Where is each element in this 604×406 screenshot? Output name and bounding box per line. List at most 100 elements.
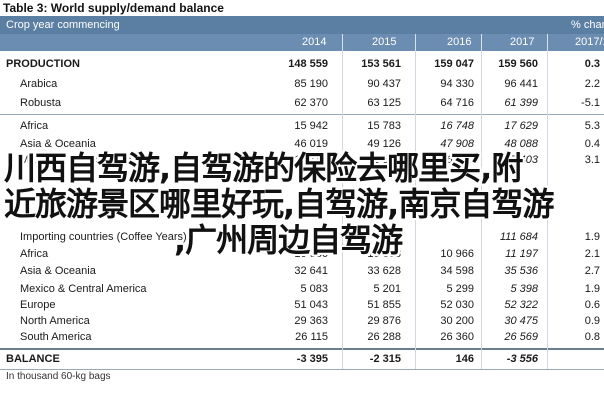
- cell-2017: 96 441: [504, 78, 538, 90]
- cell-2015: 29 876: [367, 315, 401, 327]
- table-row: Asia & Oceania 32 641 33 628 34 598 35 5…: [0, 262, 604, 280]
- cell-change: 5.3: [584, 120, 600, 132]
- cell-change: 1.9: [584, 231, 600, 243]
- cell-2016: 10 966: [440, 248, 474, 260]
- cell-change: 0.6: [584, 299, 600, 311]
- cell-change: 0.9: [584, 315, 600, 327]
- cell-2016: 30 200: [440, 315, 474, 327]
- cell-2014: 62 370: [294, 97, 328, 109]
- change-period: 2017/16: [575, 36, 604, 48]
- table-footnote: In thousand 60-kg bags: [6, 371, 111, 382]
- cell-2015: 90 437: [367, 78, 401, 90]
- cell-2015: 49 126: [367, 138, 401, 150]
- cell-2015: 15 783: [367, 120, 401, 132]
- cell-2016: 64 716: [440, 97, 474, 109]
- cell-2014: -3 395: [296, 353, 328, 365]
- cell-2015: 153 561: [361, 58, 401, 70]
- cell-2016: 16 748: [440, 120, 474, 132]
- table-row: South America 26 115 26 288 26 360 26 56…: [0, 328, 604, 346]
- year-2015: 2015: [372, 36, 397, 48]
- cell-2015: 51 855: [367, 299, 401, 311]
- cell-change: 0.4: [584, 138, 600, 150]
- section-label-balance: BALANCE: [6, 353, 60, 365]
- row-label: Asia & Oceania: [20, 265, 96, 277]
- table-row: Importing countries (Coffee Years) 111 6…: [0, 228, 604, 246]
- cell-2014: 148 559: [288, 58, 328, 70]
- row-label: Mexico & Central America: [20, 283, 147, 295]
- header-row-years: 2014 2015 2016 2017 2017/16: [0, 34, 604, 51]
- column-separator: [547, 51, 548, 369]
- row-label: Africa: [20, 248, 49, 260]
- cell-2017: 52 322: [504, 299, 538, 311]
- cell-2016: 26 360: [440, 331, 474, 343]
- data-table: PRODUCTION 148 559 153 561 159 047 159 5…: [0, 51, 604, 395]
- cell-2016: 47 908: [440, 138, 474, 150]
- row-label: Robusta: [20, 97, 61, 109]
- table-row: Mexico & Central America 17 188 16 530 1…: [0, 151, 604, 169]
- cell-2014: 51 043: [294, 299, 328, 311]
- cell-2014: 5 083: [300, 283, 328, 295]
- cell-2014: 26 115: [295, 331, 328, 343]
- cell-change: -5.1: [581, 97, 600, 109]
- cell-2015: 63 125: [367, 97, 401, 109]
- table-row: Asia & Oceania 46 019 49 126 47 908 48 0…: [0, 135, 604, 153]
- column-separator: [481, 34, 482, 51]
- cell-2017: 11 197: [505, 248, 538, 260]
- year-2017: 2017: [510, 36, 535, 48]
- cell-2017: 111 684: [499, 231, 538, 243]
- cell-2014: 10 336: [294, 248, 328, 260]
- column-separator: [415, 51, 416, 369]
- cell-change: 1.9: [584, 283, 600, 295]
- cell-2017: 26 569: [504, 331, 538, 343]
- cell-2017: 5 398: [510, 283, 538, 295]
- table-bottom-rule: [0, 369, 604, 370]
- column-separator: [342, 34, 343, 51]
- table-header: Crop year commencing % change 2014 2015 …: [0, 16, 604, 51]
- cell-2016: 16 886: [440, 154, 474, 166]
- cell-2014: 17 188: [294, 154, 328, 166]
- balance-divider: [0, 348, 604, 350]
- cell-2015: 26 288: [367, 331, 401, 343]
- row-label: North America: [20, 315, 90, 327]
- row-label: Importing countries (Coffee Years): [20, 231, 187, 243]
- cell-2017: -3 556: [506, 353, 538, 365]
- column-separator: [547, 34, 548, 51]
- cell-change: 2.2: [584, 78, 600, 90]
- cell-2014: 46 019: [294, 138, 328, 150]
- cell-2017: 30 475: [504, 315, 538, 327]
- cell-2015: 33 628: [367, 265, 401, 277]
- row-divider: [0, 114, 604, 115]
- year-2014: 2014: [302, 36, 327, 48]
- table-row: Africa 15 942 15 783 16 748 17 629 5.3: [0, 117, 604, 135]
- cell-2016: 94 330: [440, 78, 474, 90]
- table-row-balance: BALANCE -3 395 -2 315 146 -3 556: [0, 350, 604, 368]
- row-label: Asia & Oceania: [20, 138, 96, 150]
- row-label: South America: [20, 331, 92, 343]
- cell-2015: 5 201: [373, 283, 401, 295]
- row-label: Africa: [20, 120, 49, 132]
- cell-2016: 146: [455, 353, 474, 365]
- cell-2017: 17 403: [504, 154, 538, 166]
- cell-change: 2.7: [584, 265, 600, 277]
- cell-2015: 10 698: [367, 248, 401, 260]
- row-label: Mexico & Central America: [20, 154, 147, 166]
- cell-2017: 35 536: [504, 265, 538, 277]
- column-separator: [481, 51, 482, 369]
- cell-2016: 159 047: [434, 58, 474, 70]
- cell-2014: 15 942: [294, 120, 328, 132]
- change-label: % change: [571, 19, 604, 31]
- cell-2017: 61 399: [504, 97, 538, 109]
- table-title: Table 3: World supply/demand balance: [0, 0, 604, 16]
- table-row: North America 29 363 29 876 30 200 30 47…: [0, 312, 604, 330]
- row-label: Europe: [20, 299, 56, 311]
- cell-2016: 5 299: [446, 283, 474, 295]
- cell-2016: 34 598: [440, 265, 474, 277]
- header-row-crop-year: Crop year commencing % change: [0, 16, 604, 34]
- table-row: Europe 51 043 51 855 52 030 52 322 0.6: [0, 296, 604, 314]
- table-row-production: PRODUCTION 148 559 153 561 159 047 159 5…: [0, 55, 604, 73]
- cell-2014: 32 641: [294, 265, 328, 277]
- row-label: Arabica: [20, 78, 58, 90]
- cell-2017: 159 560: [498, 58, 538, 70]
- cell-2016: 52 030: [440, 299, 474, 311]
- table-row: Mexico & Central America 5 083 5 201 5 2…: [0, 280, 604, 298]
